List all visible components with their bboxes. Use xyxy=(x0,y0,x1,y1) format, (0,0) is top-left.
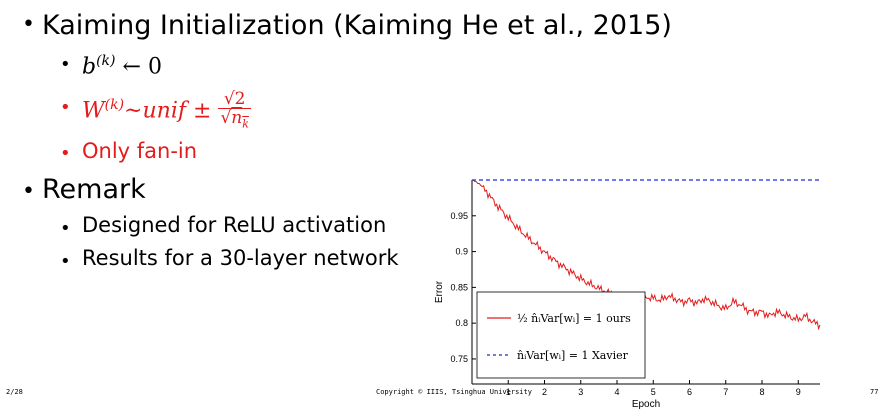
bullet-dot: • xyxy=(60,143,71,164)
x-tick-label: 3 xyxy=(578,387,583,397)
y-tick-label: 0.85 xyxy=(450,282,468,292)
y-tick-label: 0.8 xyxy=(455,318,468,328)
slide-title: Kaiming Initialization (Kaiming He et al… xyxy=(42,10,672,41)
bias-rule-sup: (k) xyxy=(96,53,116,69)
weight-rule-num: √2 xyxy=(218,90,251,109)
fanin-note: Only fan-in xyxy=(82,139,198,163)
bullet-dot: • xyxy=(60,251,71,272)
bullet-dot: • xyxy=(60,54,71,75)
bullet-dot: • xyxy=(60,97,71,118)
remark-item: Designed for ReLU activation xyxy=(82,213,387,237)
error-vs-epoch-chart: 0.75 0.8 0.85 0.9 0.95 1 2 3 4 5 6 7 8 9 Epoch Error ½ n… xyxy=(434,179,821,410)
footer-page-left: 2/28 xyxy=(6,388,23,396)
weight-rule-den-root: √ xyxy=(220,107,232,128)
bullet-dot: • xyxy=(22,12,35,37)
bias-rule-lhs: b xyxy=(82,54,97,80)
bias-rule: b(k) ← 0 xyxy=(82,47,162,81)
remark-heading: Remark xyxy=(42,174,146,205)
weight-rule-sup: (k) xyxy=(104,97,125,113)
y-axis-label: Error xyxy=(434,280,445,303)
remark-item: Results for a 30-layer network xyxy=(82,246,399,270)
bullet-dot: • xyxy=(60,218,71,239)
weight-rule-lhs: W xyxy=(82,98,105,124)
footer-page-right: 77 xyxy=(870,388,879,396)
bias-rule-rhs: ← 0 xyxy=(122,54,162,80)
bullet-dot: • xyxy=(22,179,35,204)
weight-rule-mid: ~unif ± xyxy=(124,98,212,124)
y-tick-label: 0.95 xyxy=(450,211,468,221)
x-axis-label: Epoch xyxy=(632,399,660,410)
x-tick-label: 9 xyxy=(796,387,801,397)
weight-rule-den-base: n xyxy=(231,107,243,128)
x-tick-label: 1 xyxy=(506,387,511,397)
x-tick-label: 2 xyxy=(542,387,547,397)
y-tick-label: 0.9 xyxy=(455,247,468,257)
x-tick-label: 6 xyxy=(687,387,692,397)
legend-box xyxy=(476,291,646,379)
x-tick-label: 5 xyxy=(651,387,656,397)
y-tick-label: 0.75 xyxy=(450,354,468,364)
legend-label-xavier: n̂ᵢVar[wᵢ] = 1 Xavier xyxy=(517,349,629,362)
weight-rule-den-sub: k xyxy=(242,117,249,131)
weight-rule-fraction: √2 √nk xyxy=(218,90,251,133)
legend-label-ours: ½ n̂ᵢVar[wᵢ] = 1 ours xyxy=(517,312,631,325)
footer-copyright: Copyright © IIIS, Tsinghua University xyxy=(376,388,532,396)
weight-rule: W(k)~unif ± √2 √nk xyxy=(82,80,251,136)
x-tick-label: 8 xyxy=(759,387,764,397)
series-line-ours xyxy=(471,179,821,331)
x-tick-label: 4 xyxy=(614,387,619,397)
x-tick-label: 7 xyxy=(723,387,728,397)
